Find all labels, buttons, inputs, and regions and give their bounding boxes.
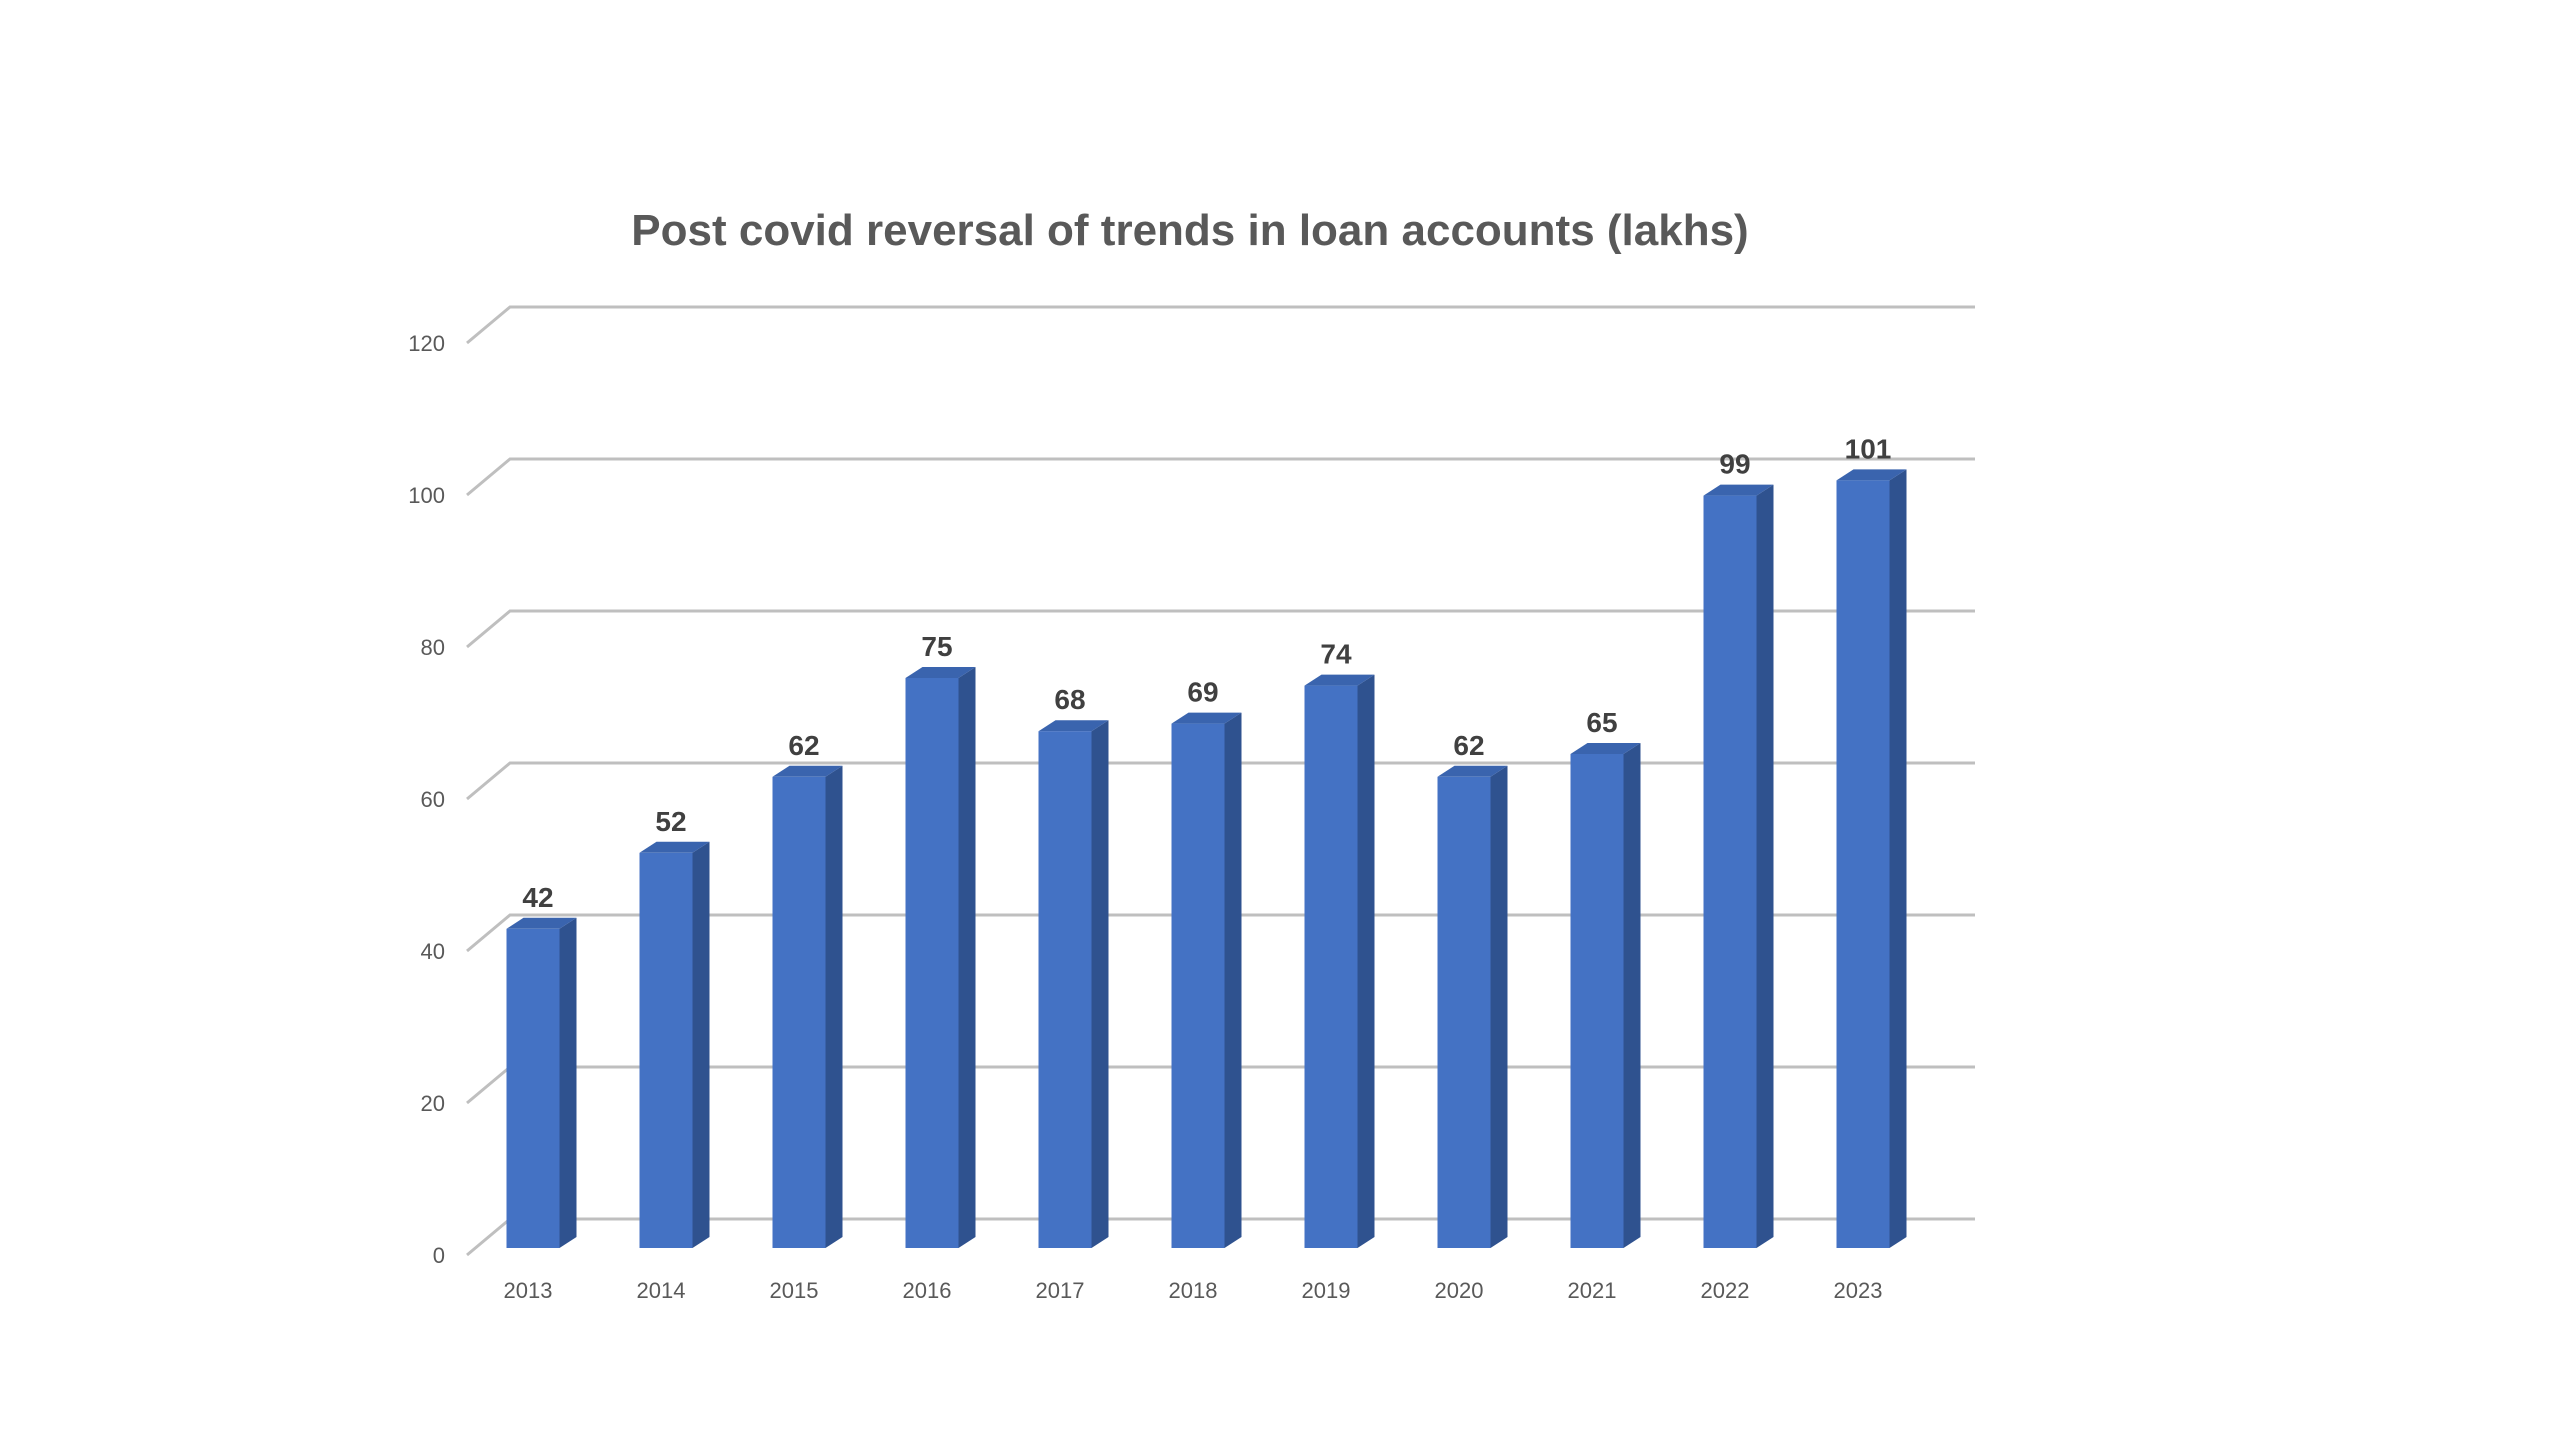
- y-tick-label: 100: [408, 483, 445, 508]
- bar-side: [1889, 469, 1907, 1248]
- y-tick-label: 80: [421, 635, 445, 660]
- bar-front: [1570, 754, 1624, 1248]
- gridline: [466, 761, 1975, 801]
- bar-side: [559, 917, 577, 1248]
- x-tick-label: 2017: [1036, 1278, 1085, 1303]
- x-tick-label: 2021: [1568, 1278, 1617, 1303]
- bar-side: [692, 841, 710, 1248]
- bar-top: [905, 667, 976, 678]
- bar-front: [1437, 776, 1491, 1248]
- bar-front: [772, 776, 826, 1248]
- bar-side: [1623, 743, 1641, 1248]
- bar-side: [1357, 674, 1375, 1248]
- bar-front: [1836, 480, 1890, 1248]
- bar-front: [1304, 685, 1358, 1248]
- bar-front: [1171, 723, 1225, 1248]
- data-label: 75: [921, 631, 952, 662]
- x-tick-label: 2018: [1169, 1278, 1218, 1303]
- bar-front: [506, 928, 560, 1248]
- bar-top: [1570, 743, 1641, 754]
- x-tick-label: 2014: [637, 1278, 686, 1303]
- x-tick-label: 2019: [1302, 1278, 1351, 1303]
- bar-top: [1038, 720, 1109, 732]
- data-label: 42: [522, 882, 553, 913]
- bar: [1171, 712, 1242, 1248]
- y-tick-label: 120: [408, 331, 445, 356]
- bar: [639, 841, 710, 1248]
- bar-side: [1224, 712, 1242, 1248]
- bar-top: [1171, 712, 1242, 724]
- bar-side: [958, 667, 976, 1248]
- bar: [1038, 720, 1109, 1248]
- bar-side: [1756, 484, 1774, 1249]
- bar: [506, 917, 577, 1248]
- bar: [1703, 484, 1774, 1249]
- data-label: 62: [788, 730, 819, 761]
- bar-top: [1703, 484, 1774, 496]
- data-label: 68: [1054, 684, 1085, 715]
- data-label: 52: [655, 806, 686, 837]
- bar-front: [1703, 495, 1757, 1249]
- x-tick-label: 2013: [504, 1278, 553, 1303]
- data-label: 74: [1320, 639, 1352, 670]
- y-axis-ticks: 0 20 40 60 80 100 120: [408, 331, 445, 1268]
- x-axis-ticks: 2013 2014 2015 2016 2017 2018 2019 2020 2021 2022…: [504, 1278, 1883, 1303]
- bar: [905, 667, 976, 1248]
- y-tick-label: 60: [421, 787, 445, 812]
- data-label: 101: [1845, 433, 1892, 464]
- x-tick-label: 2015: [770, 1278, 819, 1303]
- bar: [1437, 765, 1508, 1248]
- y-tick-label: 20: [421, 1091, 445, 1116]
- bar-top: [1304, 674, 1375, 686]
- bar: [772, 765, 843, 1248]
- bar-top: [1437, 765, 1508, 777]
- bar: [1836, 469, 1907, 1248]
- bar-front: [1038, 731, 1092, 1248]
- gridline: [466, 457, 1975, 497]
- bar-front: [905, 678, 959, 1248]
- data-label: 65: [1586, 707, 1617, 738]
- data-label: 62: [1453, 730, 1484, 761]
- data-label: 69: [1187, 677, 1218, 708]
- bar-front: [639, 852, 693, 1248]
- x-tick-label: 2023: [1834, 1278, 1883, 1303]
- bar-top: [506, 917, 577, 929]
- bar-side: [1091, 720, 1109, 1248]
- bar-top: [639, 841, 710, 853]
- bars: [506, 469, 1907, 1249]
- bar-side: [825, 765, 843, 1248]
- chart-title: Post covid reversal of trends in loan ac…: [631, 206, 1749, 255]
- data-labels: 42 52 62 75 68 69 74 62 65 99 101: [522, 433, 1891, 912]
- x-tick-label: 2022: [1701, 1278, 1750, 1303]
- gridline: [466, 305, 1975, 345]
- y-tick-label: 40: [421, 939, 445, 964]
- gridline: [466, 609, 1975, 649]
- bar-top: [1836, 469, 1907, 481]
- data-label: 99: [1719, 449, 1750, 480]
- bar-side: [1490, 765, 1508, 1248]
- bar-top: [772, 765, 843, 777]
- x-tick-label: 2020: [1435, 1278, 1484, 1303]
- y-tick-label: 0: [433, 1243, 445, 1268]
- x-tick-label: 2016: [903, 1278, 952, 1303]
- bar: [1570, 743, 1641, 1248]
- bar: [1304, 674, 1375, 1248]
